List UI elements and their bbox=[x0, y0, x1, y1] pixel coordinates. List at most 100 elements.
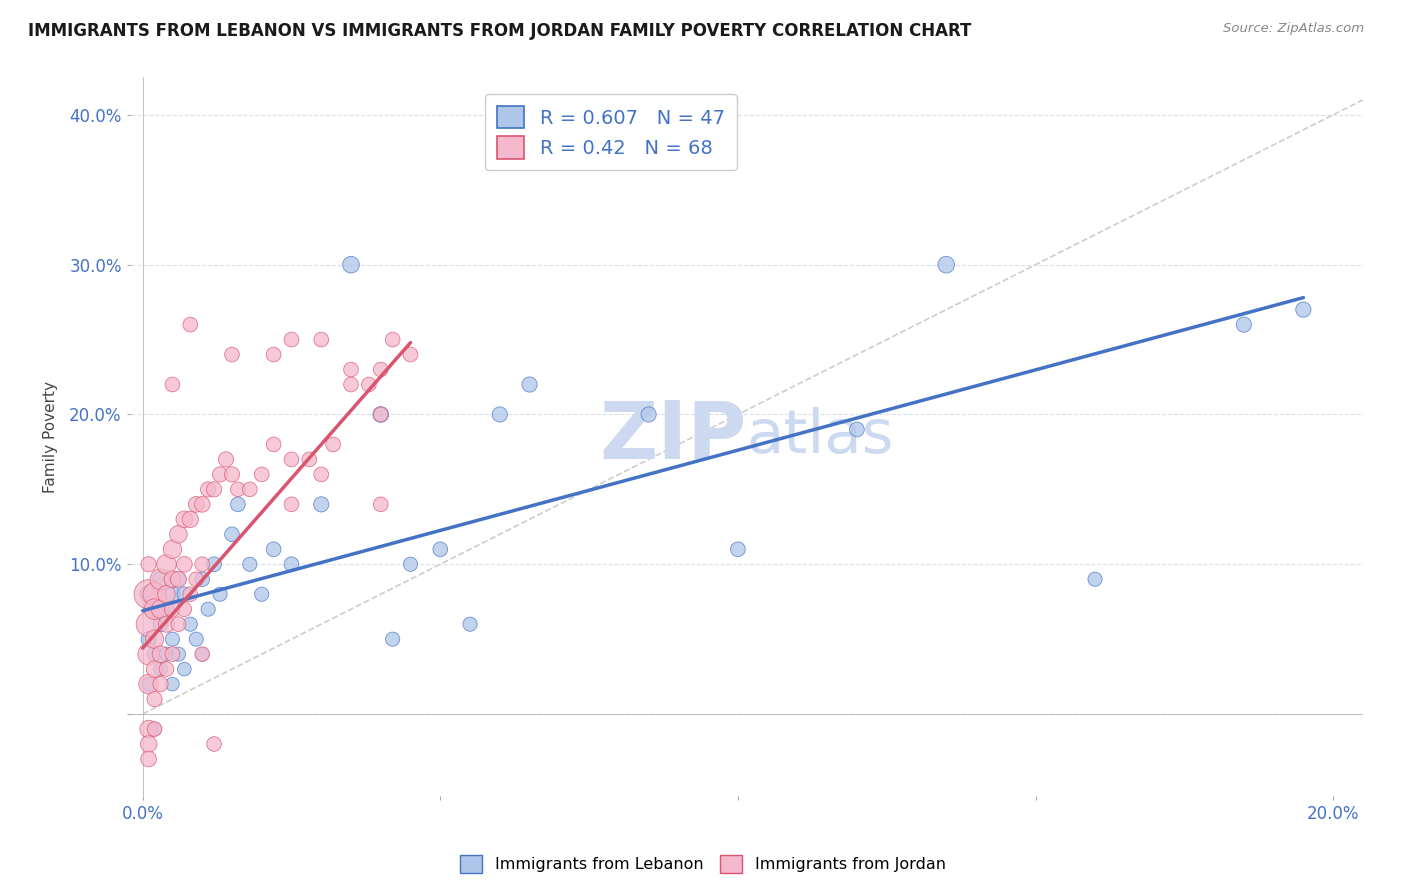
Point bbox=[370, 497, 392, 511]
Point bbox=[458, 617, 481, 632]
Legend: Immigrants from Lebanon, Immigrants from Jordan: Immigrants from Lebanon, Immigrants from… bbox=[454, 848, 952, 880]
Point bbox=[149, 647, 172, 661]
Point bbox=[186, 632, 208, 647]
Point bbox=[263, 437, 285, 451]
Point bbox=[138, 677, 160, 691]
Point bbox=[173, 662, 195, 676]
Point bbox=[155, 662, 177, 676]
Point bbox=[519, 377, 541, 392]
Point bbox=[226, 483, 249, 497]
Point bbox=[173, 587, 195, 601]
Point bbox=[179, 587, 201, 601]
Point bbox=[143, 602, 166, 616]
Point bbox=[138, 722, 160, 736]
Point bbox=[143, 722, 166, 736]
Point bbox=[197, 483, 219, 497]
Point bbox=[186, 497, 208, 511]
Point bbox=[173, 602, 195, 616]
Point bbox=[239, 558, 262, 572]
Point bbox=[138, 677, 160, 691]
Point bbox=[167, 617, 190, 632]
Point bbox=[155, 558, 177, 572]
Point bbox=[179, 617, 201, 632]
Point bbox=[340, 377, 363, 392]
Point bbox=[138, 587, 160, 601]
Point bbox=[138, 737, 160, 751]
Point bbox=[155, 602, 177, 616]
Point bbox=[155, 647, 177, 661]
Point bbox=[138, 558, 160, 572]
Point bbox=[935, 258, 957, 272]
Point bbox=[250, 467, 273, 482]
Point bbox=[340, 362, 363, 376]
Point bbox=[179, 318, 201, 332]
Point bbox=[167, 572, 190, 586]
Point bbox=[250, 587, 273, 601]
Point bbox=[138, 752, 160, 766]
Point bbox=[162, 587, 184, 601]
Point bbox=[637, 408, 659, 422]
Point bbox=[280, 497, 302, 511]
Point bbox=[239, 483, 262, 497]
Point bbox=[197, 602, 219, 616]
Point bbox=[221, 527, 243, 541]
Point bbox=[162, 377, 184, 392]
Point bbox=[727, 542, 749, 557]
Point bbox=[280, 452, 302, 467]
Point bbox=[226, 497, 249, 511]
Point bbox=[1084, 572, 1107, 586]
Point bbox=[149, 677, 172, 691]
Point bbox=[280, 558, 302, 572]
Point bbox=[162, 602, 184, 616]
Point bbox=[155, 617, 177, 632]
Point bbox=[399, 558, 422, 572]
Point bbox=[202, 737, 225, 751]
Point bbox=[381, 333, 404, 347]
Point bbox=[167, 572, 190, 586]
Point bbox=[167, 647, 190, 661]
Point bbox=[143, 662, 166, 676]
Point bbox=[340, 258, 363, 272]
Point bbox=[357, 377, 380, 392]
Point bbox=[1233, 318, 1256, 332]
Point bbox=[149, 572, 172, 586]
Point bbox=[221, 467, 243, 482]
Point bbox=[191, 497, 214, 511]
Point bbox=[209, 467, 232, 482]
Text: ZIP: ZIP bbox=[599, 398, 747, 476]
Point bbox=[138, 617, 160, 632]
Point bbox=[263, 542, 285, 557]
Point bbox=[149, 602, 172, 616]
Point bbox=[191, 647, 214, 661]
Point bbox=[298, 452, 321, 467]
Point bbox=[399, 347, 422, 361]
Point bbox=[209, 587, 232, 601]
Point bbox=[149, 572, 172, 586]
Point bbox=[381, 632, 404, 647]
Point bbox=[215, 452, 238, 467]
Point bbox=[309, 467, 332, 482]
Point bbox=[167, 527, 190, 541]
Text: Source: ZipAtlas.com: Source: ZipAtlas.com bbox=[1223, 22, 1364, 36]
Legend: R = 0.607   N = 47, R = 0.42   N = 68: R = 0.607 N = 47, R = 0.42 N = 68 bbox=[485, 95, 737, 170]
Point bbox=[179, 512, 201, 526]
Point bbox=[1292, 302, 1315, 317]
Point bbox=[488, 408, 510, 422]
Point bbox=[263, 347, 285, 361]
Point bbox=[155, 587, 177, 601]
Point bbox=[143, 587, 166, 601]
Y-axis label: Family Poverty: Family Poverty bbox=[44, 381, 58, 493]
Point bbox=[162, 677, 184, 691]
Point bbox=[186, 572, 208, 586]
Point bbox=[309, 497, 332, 511]
Point bbox=[143, 647, 166, 661]
Point bbox=[191, 558, 214, 572]
Point bbox=[429, 542, 451, 557]
Point bbox=[138, 587, 160, 601]
Text: atlas: atlas bbox=[747, 408, 894, 467]
Point bbox=[143, 632, 166, 647]
Point bbox=[138, 647, 160, 661]
Point bbox=[221, 347, 243, 361]
Point bbox=[162, 632, 184, 647]
Point bbox=[322, 437, 344, 451]
